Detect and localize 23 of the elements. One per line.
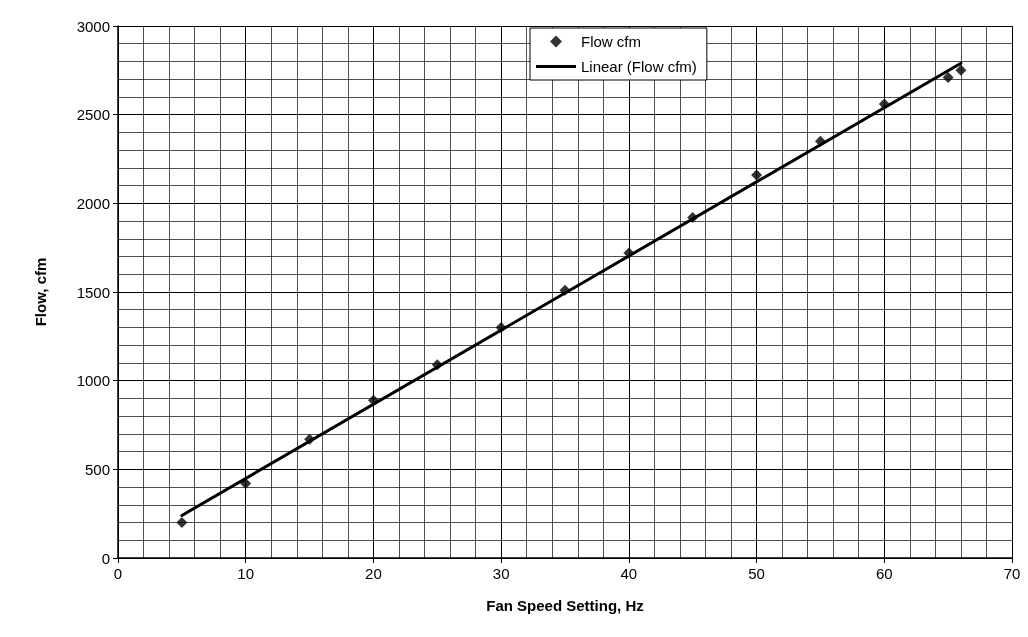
legend-label: Flow cfm — [581, 33, 641, 50]
x-tick-label: 10 — [237, 565, 255, 582]
x-tick-label: 60 — [875, 565, 893, 582]
y-axis-title: Flow, cfm — [32, 257, 49, 327]
x-tick-label: 30 — [492, 565, 510, 582]
x-tick-label: 20 — [365, 565, 382, 582]
y-tick-label: 2000 — [76, 194, 110, 212]
x-tick-label: 0 — [113, 565, 123, 582]
point — [942, 71, 954, 83]
point — [176, 517, 188, 529]
x-axis-title: Fan Speed Setting, Hz — [486, 597, 644, 614]
y-tick-label: 0 — [101, 549, 110, 567]
x-tick-label: 50 — [748, 565, 765, 582]
y-tick-label: 2500 — [76, 106, 110, 124]
x-tick-label: 70 — [1003, 565, 1021, 582]
point — [955, 64, 967, 76]
y-tick-label: 1000 — [76, 372, 110, 390]
y-tick-label: 500 — [84, 460, 110, 478]
y-tick-label: 3000 — [76, 17, 110, 35]
legend-label: Linear (Flow cfm) — [581, 58, 697, 75]
y-tick-label: 1500 — [76, 283, 110, 301]
x-tick-label: 40 — [620, 565, 638, 582]
point — [751, 169, 763, 181]
